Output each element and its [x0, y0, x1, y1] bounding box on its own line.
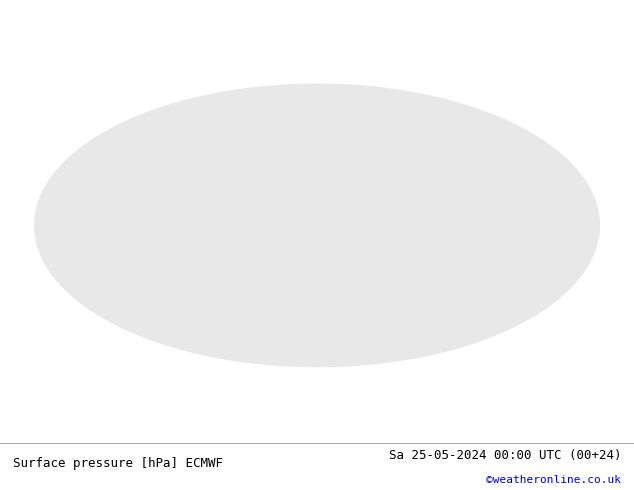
Polygon shape — [35, 84, 599, 367]
Text: Surface pressure [hPa] ECMWF: Surface pressure [hPa] ECMWF — [13, 457, 223, 469]
Text: ©weatheronline.co.uk: ©weatheronline.co.uk — [486, 475, 621, 485]
Text: Sa 25-05-2024 00:00 UTC (00+24): Sa 25-05-2024 00:00 UTC (00+24) — [389, 449, 621, 462]
